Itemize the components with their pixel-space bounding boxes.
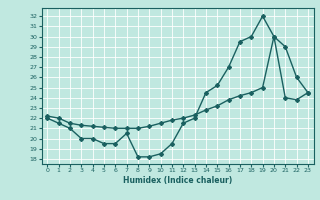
X-axis label: Humidex (Indice chaleur): Humidex (Indice chaleur) xyxy=(123,176,232,185)
